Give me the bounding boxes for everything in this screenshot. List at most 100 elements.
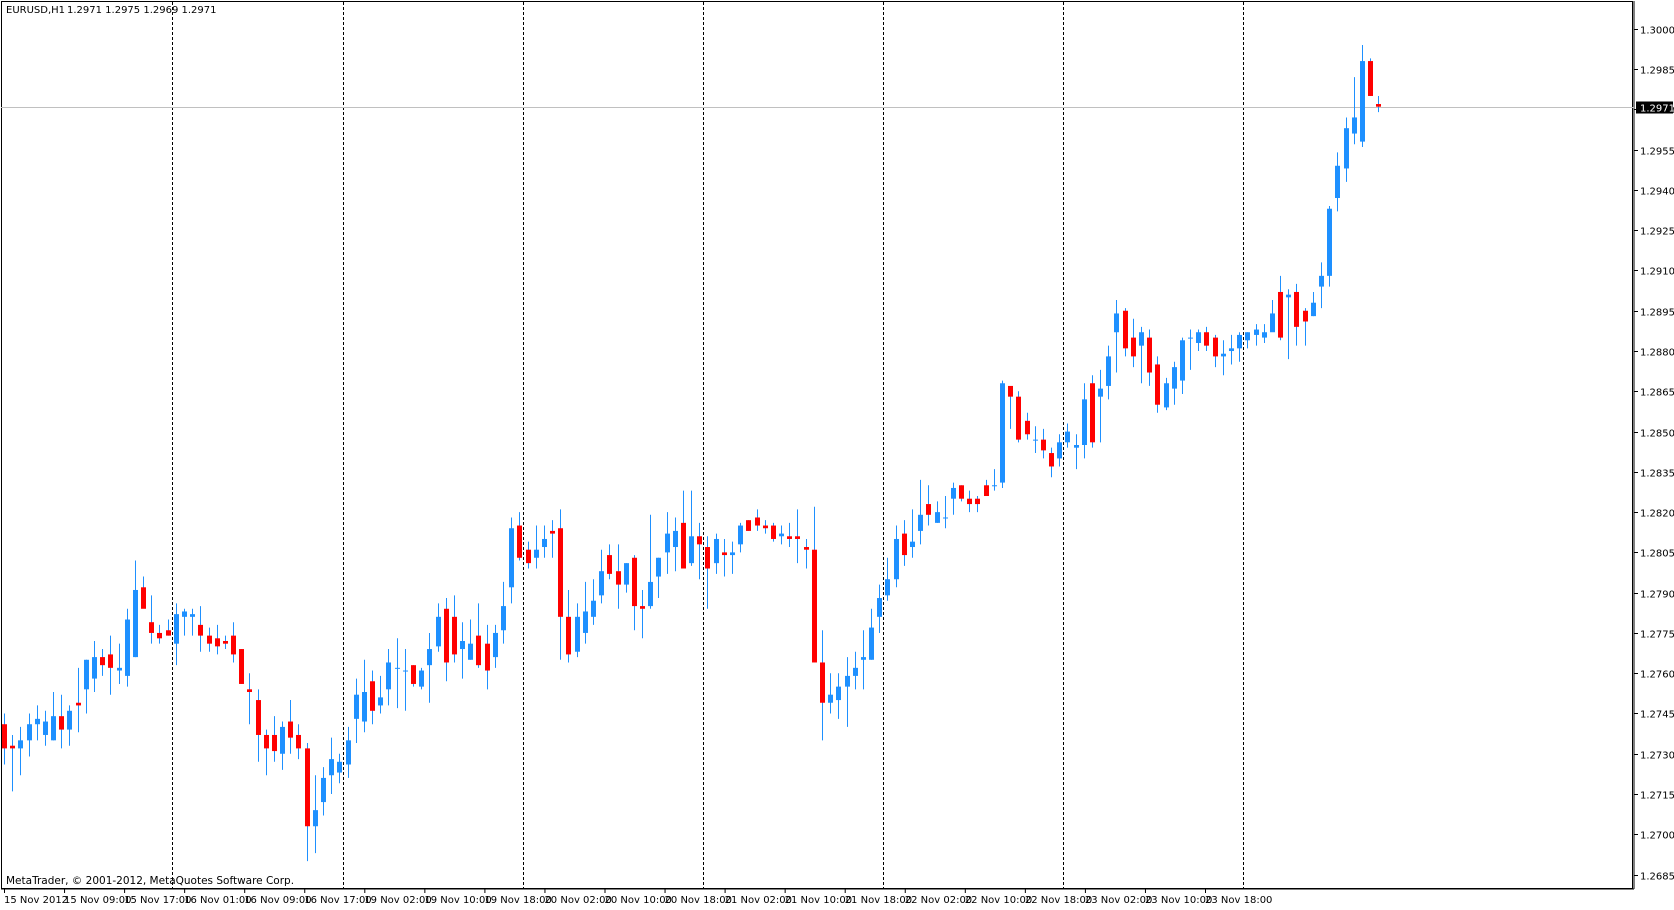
- candle[interactable]: [665, 512, 670, 574]
- candle[interactable]: [1311, 291, 1316, 317]
- candle[interactable]: [419, 667, 424, 690]
- candle[interactable]: [656, 557, 661, 599]
- candle[interactable]: [182, 608, 187, 636]
- candle[interactable]: [714, 533, 719, 574]
- candle[interactable]: [575, 603, 580, 658]
- candle[interactable]: [1090, 375, 1095, 448]
- candle[interactable]: [1164, 377, 1169, 411]
- candle[interactable]: [959, 485, 964, 502]
- candle[interactable]: [1270, 300, 1275, 333]
- candle[interactable]: [534, 525, 539, 569]
- candle[interactable]: [1221, 340, 1226, 376]
- candle[interactable]: [84, 659, 89, 714]
- candle[interactable]: [1139, 326, 1144, 384]
- candle[interactable]: [1254, 324, 1259, 346]
- candle[interactable]: [264, 729, 269, 776]
- candle[interactable]: [117, 643, 122, 684]
- candle[interactable]: [223, 635, 228, 650]
- candle[interactable]: [100, 649, 105, 676]
- candle[interactable]: [215, 624, 220, 655]
- candle[interactable]: [125, 608, 130, 687]
- candle[interactable]: [59, 694, 64, 749]
- candle[interactable]: [272, 716, 277, 762]
- candle[interactable]: [877, 584, 882, 633]
- candle[interactable]: [648, 514, 653, 609]
- candle[interactable]: [190, 608, 195, 636]
- candle[interactable]: [550, 520, 555, 558]
- candle[interactable]: [1303, 308, 1308, 346]
- candle[interactable]: [313, 775, 318, 854]
- candle[interactable]: [526, 541, 531, 569]
- candle[interactable]: [1057, 434, 1062, 467]
- candle[interactable]: [820, 630, 825, 741]
- candle[interactable]: [730, 541, 735, 574]
- candle[interactable]: [354, 678, 359, 744]
- candle[interactable]: [1033, 426, 1038, 454]
- candle[interactable]: [460, 622, 465, 679]
- candle[interactable]: [1278, 275, 1283, 341]
- candle[interactable]: [861, 630, 866, 690]
- candle[interactable]: [869, 608, 874, 660]
- candle[interactable]: [67, 705, 72, 746]
- candle[interactable]: [149, 595, 154, 644]
- candle[interactable]: [436, 603, 441, 652]
- candle[interactable]: [427, 632, 432, 703]
- candle[interactable]: [1352, 77, 1357, 145]
- candle[interactable]: [697, 522, 702, 580]
- candle[interactable]: [583, 581, 588, 644]
- candle[interactable]: [485, 624, 490, 690]
- candle[interactable]: [689, 490, 694, 566]
- candle[interactable]: [1188, 329, 1193, 370]
- candle[interactable]: [746, 520, 751, 531]
- candle[interactable]: [1123, 308, 1128, 357]
- candle[interactable]: [174, 603, 179, 666]
- candle[interactable]: [18, 726, 23, 776]
- candle[interactable]: [1204, 326, 1209, 352]
- candle[interactable]: [558, 509, 563, 660]
- candle[interactable]: [517, 512, 522, 561]
- candle[interactable]: [599, 549, 604, 604]
- candle[interactable]: [1074, 434, 1079, 470]
- candle[interactable]: [1196, 329, 1201, 352]
- candle[interactable]: [296, 724, 301, 760]
- candle[interactable]: [501, 581, 506, 644]
- candle[interactable]: [1335, 152, 1340, 212]
- candle[interactable]: [885, 557, 890, 601]
- candle[interactable]: [673, 517, 678, 572]
- candle[interactable]: [902, 520, 907, 566]
- candle[interactable]: [1065, 423, 1070, 448]
- candle[interactable]: [812, 506, 817, 663]
- candle[interactable]: [10, 734, 15, 792]
- candle[interactable]: [386, 649, 391, 706]
- candle[interactable]: [1016, 391, 1021, 443]
- candle[interactable]: [1327, 206, 1332, 287]
- candle[interactable]: [935, 501, 940, 523]
- candle[interactable]: [509, 517, 514, 604]
- candle[interactable]: [468, 619, 473, 660]
- candle[interactable]: [640, 589, 645, 639]
- candle[interactable]: [894, 525, 899, 588]
- candle[interactable]: [845, 657, 850, 727]
- candle[interactable]: [624, 563, 629, 593]
- candle[interactable]: [1155, 356, 1160, 413]
- candle[interactable]: [247, 673, 252, 725]
- candle[interactable]: [1376, 95, 1381, 113]
- candles-group[interactable]: [2, 44, 1381, 862]
- candle[interactable]: [804, 538, 809, 569]
- candle[interactable]: [1025, 412, 1030, 440]
- candle[interactable]: [1000, 380, 1005, 488]
- candle[interactable]: [828, 673, 833, 714]
- candle[interactable]: [27, 713, 32, 757]
- candle[interactable]: [1082, 383, 1087, 459]
- candle[interactable]: [280, 721, 285, 770]
- candle[interactable]: [542, 525, 547, 558]
- candle[interactable]: [321, 767, 326, 816]
- candle[interactable]: [1360, 44, 1365, 147]
- candle[interactable]: [76, 667, 81, 733]
- candle[interactable]: [591, 579, 596, 625]
- candle[interactable]: [967, 490, 972, 513]
- candle[interactable]: [771, 522, 776, 542]
- candle[interactable]: [1213, 334, 1218, 368]
